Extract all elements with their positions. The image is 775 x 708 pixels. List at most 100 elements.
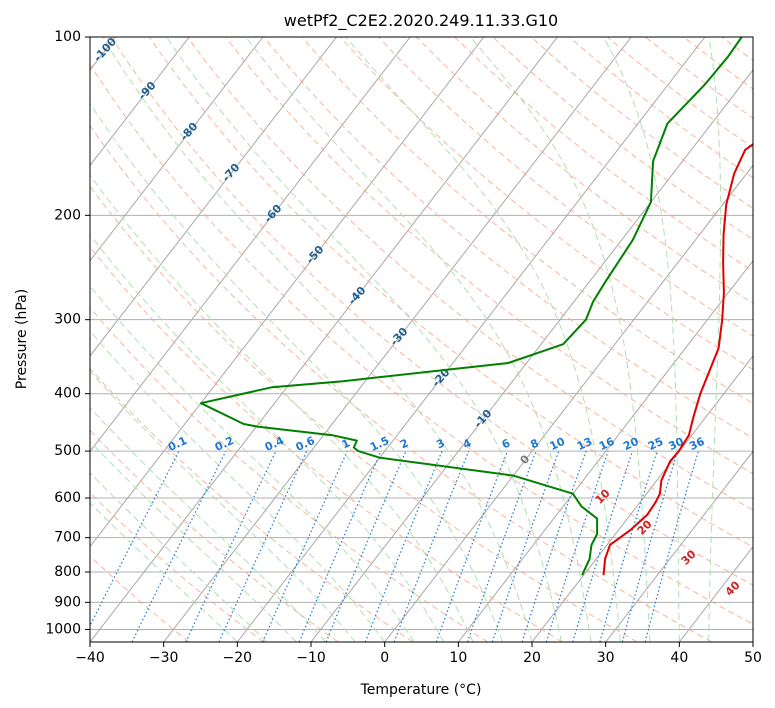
mixing-ratio-label: 16: [597, 435, 617, 453]
plot-frame: [89, 36, 754, 643]
dry-adiabat-line: [90, 555, 190, 642]
isotherm-line: [457, 259, 753, 642]
moist-adiabat-line: [90, 406, 327, 642]
mixing-ratio-line: [599, 450, 658, 642]
isotherm-label: -50: [304, 243, 327, 267]
y-tick-label: 700: [54, 530, 81, 546]
dry-adiabat-line: [568, 37, 753, 179]
mixing-ratio-line: [572, 450, 634, 642]
isotherm-line: [90, 37, 190, 167]
isotherm-line: [90, 37, 485, 548]
isotherm-line: [90, 37, 558, 642]
isotherm-line: [90, 37, 411, 453]
mixing-ratio-label: 2: [398, 436, 410, 451]
y-tick-label: 1000: [45, 621, 81, 637]
moist-adiabat-line: [90, 330, 386, 642]
dewpoint-profile: [199, 37, 743, 576]
moist-adiabat-line: [603, 37, 680, 642]
moist-adiabat-line: [90, 472, 268, 642]
mixing-ratio-line: [393, 450, 470, 642]
mixing-ratio-line: [262, 450, 348, 642]
y-tick-label: 100: [54, 29, 81, 45]
isotherm-line: [310, 69, 753, 642]
mixing-ratio-line: [521, 450, 587, 642]
isobar-grid: [90, 37, 753, 630]
x-tick-label: −10: [296, 650, 326, 666]
mixing-ratio-label: 36: [687, 435, 707, 453]
dry-adiabat-line: [148, 37, 753, 548]
dry-adiabat-line: [90, 246, 563, 642]
dry-adiabat-line: [683, 37, 753, 90]
y-tick-label: 400: [54, 386, 81, 402]
moist-adiabat-line: [102, 37, 533, 642]
plot-area: 0.1 0.2 0.4 0.6 1 1.5 2 3 4 6 8 10 13 16 20 25 30 36-100-…: [90, 35, 753, 642]
dry-adiabat-line: [339, 37, 753, 371]
x-tick-label: −20: [223, 650, 253, 666]
mixing-ratio-line: [218, 450, 308, 642]
moist-adiabat-line: [90, 370, 356, 642]
mixing-ratio-line: [621, 450, 679, 642]
mixing-ratio-line: [545, 450, 609, 642]
x-tick-label: −30: [149, 650, 179, 666]
mixing-ratio-label: 25: [646, 435, 665, 453]
isotherm-line: [531, 355, 753, 642]
x-tick-label: 40: [670, 650, 688, 666]
moist-adiabat-line: [90, 174, 474, 642]
chart-title: wetPf2_C2E2.2020.249.11.33.G10: [284, 11, 558, 31]
isotherm-label: -70: [220, 161, 243, 185]
mixing-ratio-label: 20: [621, 435, 641, 453]
isotherm-line: [236, 37, 706, 642]
isotherm-line: [384, 164, 753, 642]
moist-adiabat-line: [90, 285, 415, 642]
dry-adiabat-line: [416, 37, 753, 304]
isotherm-label: -90: [136, 79, 159, 103]
temperature-profile: [602, 143, 753, 576]
dry-adiabat-line: [90, 367, 414, 642]
mixing-ratio-line: [435, 450, 509, 642]
mixing-ratio-line: [466, 450, 537, 642]
mixing-ratio-line: [131, 450, 227, 642]
isotherm-label: 0: [518, 452, 533, 467]
isotherm-grid: [90, 37, 753, 642]
x-tick-label: 10: [449, 650, 467, 666]
dry-adiabat-line: [110, 37, 753, 586]
mixing-ratio-label: 13: [575, 435, 594, 453]
dry-adiabat-line: [90, 63, 753, 625]
dry-adiabat-line: [492, 37, 753, 241]
y-tick-label: 800: [54, 564, 81, 580]
y-tick-label: 900: [54, 594, 81, 610]
mixing-ratio-line: [491, 450, 560, 642]
moist-adiabat-line: [469, 37, 651, 642]
moist-adiabat-line: [345, 37, 621, 642]
mixing-ratio-label: 6: [500, 436, 513, 451]
dry-adiabat-line: [377, 37, 753, 337]
moist-adiabat-label: 20: [635, 517, 655, 537]
x-tick-label: 0: [380, 650, 389, 666]
moist-adiabats: [90, 37, 722, 642]
x-axis: −40 −30 −20 −10 0 10 20 30 40 50: [75, 642, 762, 666]
y-tick-label: 600: [54, 490, 81, 506]
dry-adiabat-line: [90, 185, 638, 642]
moist-adiabat-label: 30: [679, 547, 699, 567]
mixing-ratio-label: 4: [461, 436, 474, 451]
mixing-ratio-line: [364, 450, 443, 642]
moist-adiabat-line: [90, 234, 445, 642]
mixing-ratio-line: [325, 450, 407, 642]
isotherm-line: [163, 37, 632, 642]
moist-adiabat-line: [90, 502, 238, 642]
y-axis-title: Pressure (hPa): [14, 289, 30, 389]
isotherm-label: -30: [388, 325, 411, 349]
isotherm-label: -60: [262, 202, 285, 226]
dry-adiabat-line: [90, 124, 712, 642]
isotherm-line: [90, 37, 264, 262]
mixing-ratio-line: [644, 450, 699, 642]
y-tick-label: 500: [54, 443, 81, 459]
isotherm-line: [678, 545, 753, 642]
x-tick-label: −40: [75, 650, 105, 666]
isotherm-label: -100: [91, 35, 119, 64]
x-axis-title: Temperature (°C): [360, 682, 482, 698]
x-tick-label: 30: [597, 650, 615, 666]
moist-adiabat-line: [245, 37, 592, 642]
x-tick-label: 20: [523, 650, 541, 666]
